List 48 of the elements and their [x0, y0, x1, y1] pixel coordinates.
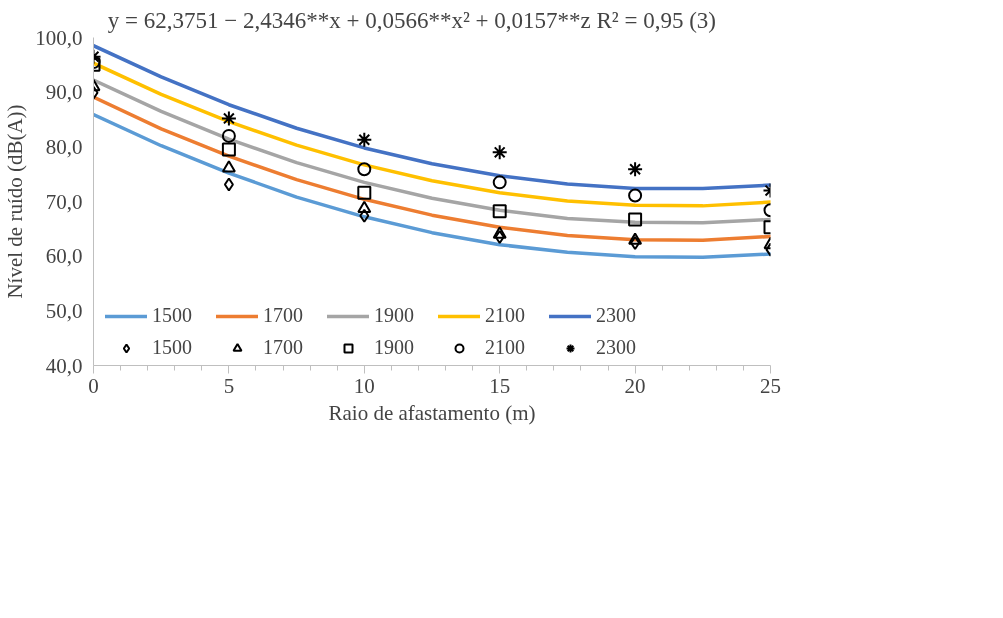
x-tick-label: 5 [223, 373, 235, 398]
legend-label: 1700 [263, 304, 303, 327]
x-tick-label: 20 [624, 373, 646, 398]
y-tick-label: 50,0 [45, 298, 83, 323]
point [628, 188, 643, 203]
point [357, 185, 372, 200]
legend-label: 2300 [596, 336, 636, 359]
point [628, 232, 643, 245]
line-series [93, 112, 771, 260]
legend-label: 2100 [485, 304, 525, 327]
point [221, 142, 236, 157]
point [492, 226, 507, 239]
point [221, 160, 236, 173]
x-tick-label: 0 [88, 373, 99, 398]
chart-title: y = 62,3751 − 2,4346**x + 0,0566**x² + 0,0157**z R² = 0,95 (3) [107, 7, 717, 33]
legend-label: 2300 [596, 304, 636, 327]
point [357, 162, 372, 177]
y-tick-label: 80,0 [45, 134, 83, 159]
point [491, 144, 508, 161]
point [221, 128, 236, 143]
point [223, 177, 234, 192]
point [627, 161, 644, 178]
point [628, 212, 643, 227]
y-tick-label: 90,0 [45, 80, 83, 105]
legend-label: 1500 [152, 304, 192, 327]
y-axis-title: Nível de ruído (dB(A)) [3, 104, 28, 299]
x-axis-title: Raio de afastamento (m) [328, 400, 536, 425]
point [356, 131, 373, 148]
y-tick-label: 100,0 [35, 25, 83, 50]
point [220, 110, 237, 127]
line-series [93, 43, 771, 191]
x-tick-label: 15 [489, 373, 511, 398]
legend-label: 2100 [485, 336, 525, 359]
point [359, 208, 370, 223]
legend-label: 1700 [263, 336, 303, 359]
point [492, 175, 507, 190]
legend-label: 1900 [374, 304, 414, 327]
legend-label: 1500 [152, 336, 192, 359]
point [494, 230, 505, 245]
y-tick-label: 70,0 [45, 189, 83, 214]
x-tick-label: 10 [353, 373, 375, 398]
y-tick-label: 40,0 [45, 353, 83, 378]
point [492, 204, 507, 219]
point [357, 200, 372, 214]
point [630, 236, 641, 251]
x-tick-label: 25 [760, 373, 781, 398]
legend-label: 1900 [374, 336, 414, 359]
y-tick-label: 60,0 [45, 244, 83, 269]
